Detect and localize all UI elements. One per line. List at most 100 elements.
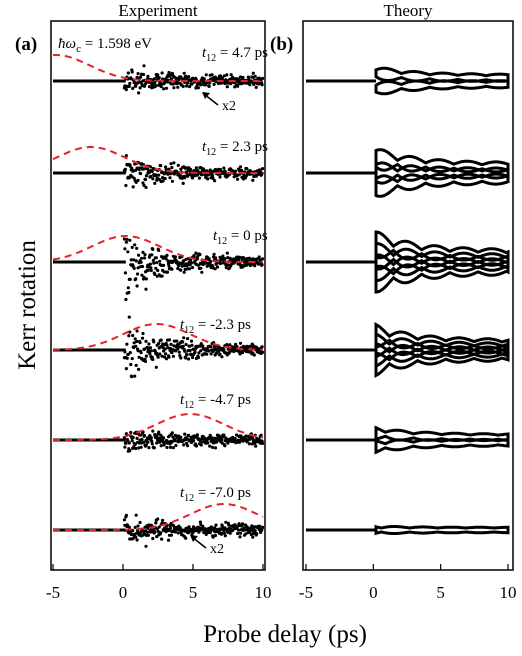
data-point: [196, 355, 200, 360]
data-point: [167, 355, 171, 359]
data-point: [129, 532, 133, 537]
data-point: [131, 435, 135, 440]
data-point: [235, 433, 239, 437]
data-point: [133, 337, 137, 341]
scale-arrowhead: [202, 92, 210, 99]
data-point: [178, 354, 182, 358]
data-point: [127, 84, 131, 88]
data-point: [157, 248, 161, 252]
data-point: [130, 245, 134, 249]
data-point: [220, 437, 224, 442]
data-point: [170, 267, 174, 271]
data-point: [139, 445, 143, 449]
data-point: [131, 333, 135, 338]
data-point: [224, 436, 228, 440]
data-point: [213, 75, 218, 79]
data-point: [147, 446, 151, 450]
data-point: [166, 538, 171, 542]
data-point: [225, 343, 229, 347]
data-point: [150, 169, 154, 173]
data-point: [176, 531, 180, 535]
data-point: [131, 536, 135, 541]
data-point: [143, 253, 147, 257]
data-point: [172, 161, 176, 165]
data-point: [258, 524, 262, 528]
data-point: [196, 86, 200, 90]
theory-trace: [374, 349, 510, 378]
data-point: [208, 433, 212, 437]
data-point: [255, 532, 259, 536]
data-point: [245, 257, 249, 261]
data-point: [141, 440, 146, 444]
data-point: [208, 444, 212, 448]
data-point: [156, 73, 160, 77]
data-point: [167, 264, 171, 268]
data-point: [160, 274, 164, 278]
data-point: [214, 523, 218, 527]
data-point: [209, 352, 213, 356]
data-point: [238, 535, 242, 539]
data-point: [197, 176, 201, 180]
plot-content: -5 0 5 10 t12 = 4.7 ps x2 t12 = 2.3 ps t12 = 0 …: [46, 45, 517, 602]
data-point: [167, 70, 171, 75]
data-point: [207, 84, 211, 88]
data-point: [139, 351, 143, 355]
data-point: [236, 84, 240, 88]
data-point: [141, 331, 145, 336]
data-point: [136, 178, 140, 182]
trace-data: [53, 64, 265, 95]
theory-trace: [374, 66, 510, 83]
data-point: [206, 441, 210, 445]
data-point: [172, 86, 176, 90]
data-point: [226, 263, 230, 267]
data-point: [145, 530, 149, 534]
data-point: [154, 84, 158, 88]
data-point: [158, 259, 162, 263]
data-point: [234, 342, 238, 346]
data-point: [189, 261, 194, 265]
pulse-envelope: [53, 413, 264, 441]
data-point: [139, 172, 143, 176]
data-point: [138, 341, 142, 345]
data-point: [157, 76, 161, 80]
theory-trace: [374, 79, 510, 96]
data-point: [260, 345, 264, 349]
data-point: [237, 528, 241, 532]
data-point: [125, 356, 129, 360]
data-point: [142, 256, 147, 260]
data-point: [139, 75, 143, 79]
data-point: [251, 71, 255, 75]
data-point: [136, 524, 140, 528]
data-point: [187, 433, 191, 437]
data-point: [186, 444, 190, 448]
data-point: [241, 75, 245, 80]
data-point: [194, 251, 198, 255]
data-point: [154, 174, 158, 178]
energy-subscript: c: [76, 43, 81, 55]
data-point: [124, 297, 128, 302]
data-point: [261, 441, 265, 445]
data-point: [254, 444, 258, 448]
data-point: [161, 179, 165, 183]
data-point: [177, 350, 181, 354]
data-point: [163, 172, 167, 176]
data-point: [199, 83, 203, 87]
data-point: [185, 441, 189, 445]
data-point: [167, 338, 172, 342]
data-point: [152, 446, 156, 450]
data-point: [223, 534, 227, 538]
data-point: [165, 343, 169, 347]
data-point: [198, 252, 202, 257]
theory-trace: [374, 524, 510, 536]
trace-data: [53, 429, 265, 453]
data-point: [199, 349, 203, 353]
data-point: [219, 81, 223, 85]
data-point: [142, 167, 147, 171]
data-point: [153, 81, 157, 85]
panel-a-frame: [50, 20, 266, 571]
data-point: [123, 350, 127, 354]
data-point: [238, 531, 243, 535]
data-point: [170, 440, 174, 444]
data-point: [212, 345, 216, 349]
energy-annotation: ħωc = 1.598 eV: [58, 36, 152, 55]
